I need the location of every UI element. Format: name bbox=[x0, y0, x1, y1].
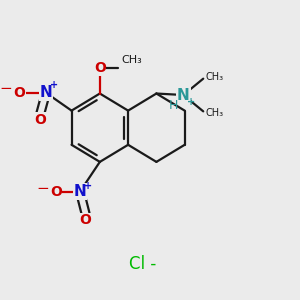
Text: −: − bbox=[0, 81, 13, 96]
Text: N: N bbox=[74, 184, 86, 199]
Text: N: N bbox=[177, 88, 190, 103]
Text: O: O bbox=[80, 213, 92, 227]
Text: +: + bbox=[187, 98, 195, 107]
Text: H: H bbox=[169, 99, 178, 112]
Text: O: O bbox=[13, 86, 25, 100]
Text: CH₃: CH₃ bbox=[121, 55, 142, 65]
Text: CH₃: CH₃ bbox=[206, 72, 224, 82]
Text: Cl -: Cl - bbox=[129, 255, 156, 273]
Text: N: N bbox=[40, 85, 52, 100]
Text: +: + bbox=[84, 181, 92, 191]
Text: O: O bbox=[50, 184, 62, 199]
Text: −: − bbox=[37, 181, 50, 196]
Text: O: O bbox=[34, 113, 46, 127]
Text: +: + bbox=[50, 80, 58, 90]
Text: O: O bbox=[94, 61, 106, 75]
Text: CH₃: CH₃ bbox=[206, 108, 224, 118]
